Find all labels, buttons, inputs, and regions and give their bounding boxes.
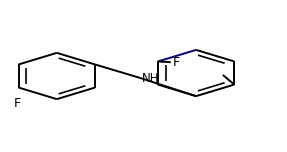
Text: NH: NH: [141, 72, 159, 85]
Text: F: F: [173, 56, 180, 69]
Text: F: F: [14, 97, 21, 110]
